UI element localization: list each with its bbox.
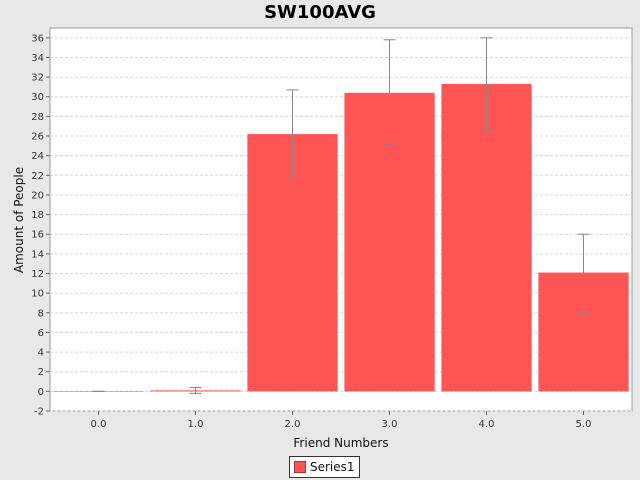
y-tick-label: 26 <box>31 132 44 143</box>
y-tick-label: 4 <box>38 348 44 359</box>
y-tick-label: 30 <box>31 92 44 103</box>
x-tick-label: 2.0 <box>285 419 301 430</box>
x-axis: 0.0 1.0 2.0 3.0 4.0 5.0 <box>91 411 592 430</box>
y-tick-label: 20 <box>31 190 44 201</box>
error-bars <box>92 37 590 394</box>
x-tick-label: 1.0 <box>188 419 204 430</box>
y-tick-label: 32 <box>31 73 44 84</box>
y-tick-label: 12 <box>31 269 44 280</box>
legend-label-series1: Series1 <box>310 460 355 474</box>
y-tick-label: 28 <box>31 112 44 123</box>
y-tick-label: 34 <box>31 53 44 64</box>
y-tick-label: 24 <box>31 151 44 162</box>
y-tick-label: 22 <box>31 171 44 182</box>
x-axis-title: Friend Numbers <box>293 436 388 450</box>
legend-swatch-series1 <box>294 461 306 473</box>
x-tick-label: 4.0 <box>479 419 495 430</box>
y-tick-label: 16 <box>31 230 44 241</box>
y-tick-label: 18 <box>31 210 44 221</box>
y-tick-label: 14 <box>31 249 44 260</box>
x-tick-label: 3.0 <box>382 419 398 430</box>
y-tick-label: 2 <box>38 367 44 378</box>
x-tick-label: 5.0 <box>576 419 592 430</box>
legend: Series1 <box>289 456 360 478</box>
gridlines <box>50 37 632 412</box>
y-tick-label: 8 <box>38 308 44 319</box>
plot-background <box>49 27 633 412</box>
bars <box>53 83 629 392</box>
y-tick-label: 6 <box>38 328 44 339</box>
bar-4.0 <box>441 83 532 392</box>
y-tick-label: 0 <box>38 387 44 398</box>
y-tick-label: 36 <box>31 33 44 44</box>
y-tick-label: -2 <box>34 407 44 418</box>
chart-title: SW100AVG <box>264 2 376 23</box>
y-axis-title: Amount of People <box>12 167 26 273</box>
y-tick-label: 10 <box>31 289 44 300</box>
x-tick-label: 0.0 <box>91 419 107 430</box>
